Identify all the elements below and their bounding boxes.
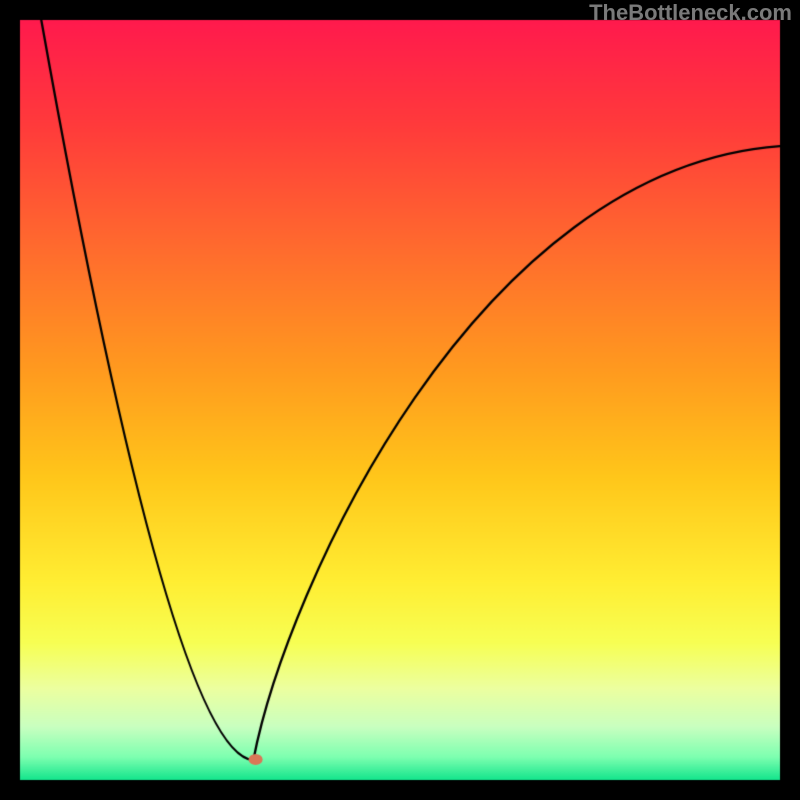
bottleneck-curve-chart [0,0,800,800]
chart-container: TheBottleneck.com [0,0,800,800]
watermark-text: TheBottleneck.com [589,0,792,26]
